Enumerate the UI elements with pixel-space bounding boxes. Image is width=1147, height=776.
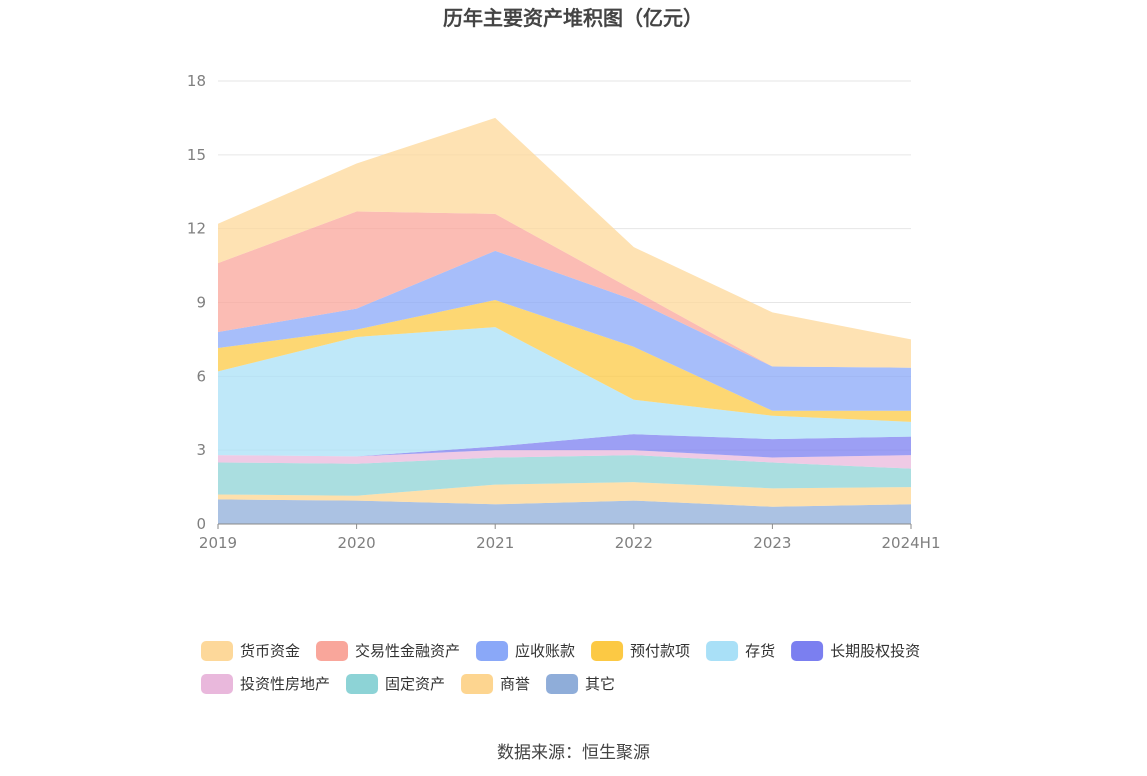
legend-swatch xyxy=(316,641,349,661)
legend-label: 应收账款 xyxy=(515,642,575,660)
area-series-9 xyxy=(218,117,911,368)
area-series xyxy=(218,117,911,524)
legend-label: 长期股权投资 xyxy=(830,642,920,660)
legend-swatch xyxy=(461,674,494,694)
area-series-6 xyxy=(218,300,911,422)
legend-label: 预付款项 xyxy=(630,642,690,660)
x-tick-label: 2021 xyxy=(476,534,514,552)
area-series-3 xyxy=(218,450,911,469)
legend-swatch xyxy=(591,641,624,661)
y-tick-label: 12 xyxy=(187,220,206,238)
area-series-2 xyxy=(218,455,911,496)
legend-label: 货币资金 xyxy=(240,642,300,660)
source-note: 数据来源：恒生聚源 xyxy=(497,743,650,763)
y-tick-label: 15 xyxy=(187,146,206,164)
x-tick-label: 2022 xyxy=(615,534,653,552)
area-series-8 xyxy=(218,211,911,368)
y-tick-label: 18 xyxy=(187,72,206,90)
legend-label: 交易性金融资产 xyxy=(355,642,460,660)
legend-label: 商誉 xyxy=(500,675,530,693)
area-series-1 xyxy=(218,482,911,507)
area-series-0 xyxy=(218,499,911,524)
x-tick-label: 2019 xyxy=(199,534,237,552)
y-tick-label: 6 xyxy=(196,367,206,385)
legend-swatch xyxy=(201,641,233,661)
legend-swatch xyxy=(546,674,579,694)
legend-label: 投资性房地产 xyxy=(240,675,330,693)
area-series-4 xyxy=(218,434,911,458)
axes: 0 3 6 9 12 15 18 2019 2020 2021 2022 2023 2024H1 xyxy=(187,72,941,552)
y-tick-label: 0 xyxy=(196,515,206,533)
chart-title: 历年主要资产堆积图（亿元） xyxy=(443,6,703,30)
x-tick-label: 2024H1 xyxy=(882,534,941,552)
legend-swatch xyxy=(706,641,739,661)
x-tick-label: 2023 xyxy=(753,534,791,552)
legend-label: 其它 xyxy=(585,675,615,693)
legend-swatch xyxy=(346,674,379,694)
legend-label: 固定资产 xyxy=(385,675,445,693)
legend-swatch xyxy=(476,641,509,661)
y-tick-label: 3 xyxy=(196,441,206,459)
x-tick-label: 2020 xyxy=(338,534,376,552)
y-tick-label: 9 xyxy=(196,294,206,312)
legend-label: 存货 xyxy=(745,642,775,660)
legend-swatch xyxy=(201,674,233,694)
area-series-5 xyxy=(218,327,911,457)
area-series-7 xyxy=(218,250,911,411)
legend-swatch xyxy=(791,641,824,661)
